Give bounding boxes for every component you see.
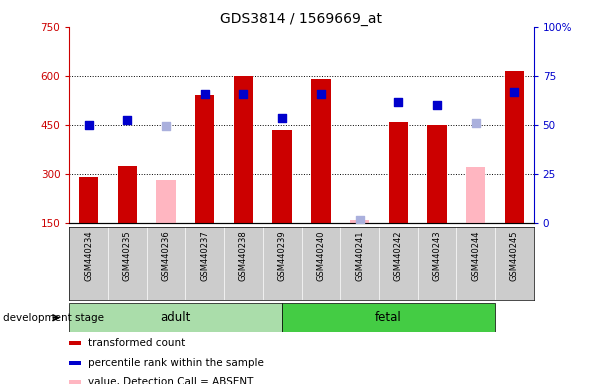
Bar (234, 76, 253, 223)
Bar (311, 79, 330, 223)
Bar (118, 166, 137, 223)
Text: GSM440237: GSM440237 (200, 230, 209, 281)
Text: fetal: fetal (375, 311, 402, 324)
Bar (69, 361, 81, 364)
Bar (195, 95, 215, 223)
Bar (69, 380, 81, 384)
Bar (69, 303, 282, 332)
Point (432, 102, 442, 108)
Text: percentile rank within the sample: percentile rank within the sample (88, 358, 264, 367)
Point (316, 91, 326, 97)
Bar (428, 125, 447, 223)
Text: GSM440243: GSM440243 (432, 230, 441, 281)
Bar (69, 341, 81, 345)
Text: development stage: development stage (3, 313, 104, 323)
Text: adult: adult (160, 311, 191, 324)
Point (393, 99, 403, 105)
Bar (79, 177, 98, 223)
Text: GSM440238: GSM440238 (239, 230, 248, 281)
Text: GSM440242: GSM440242 (394, 230, 403, 281)
Point (122, 117, 132, 123)
Point (277, 115, 287, 121)
Text: GSM440244: GSM440244 (471, 230, 480, 281)
Point (471, 120, 481, 126)
Bar (156, 180, 175, 223)
Text: value, Detection Call = ABSENT: value, Detection Call = ABSENT (88, 377, 253, 384)
Point (200, 91, 210, 97)
Bar (388, 121, 408, 223)
Point (239, 91, 248, 97)
Text: GSM440245: GSM440245 (510, 230, 519, 281)
Text: GSM440239: GSM440239 (277, 230, 286, 281)
Text: transformed count: transformed count (88, 338, 185, 348)
Title: GDS3814 / 1569669_at: GDS3814 / 1569669_at (221, 12, 382, 26)
Bar (466, 167, 485, 223)
Bar (282, 303, 495, 332)
Text: GSM440241: GSM440241 (355, 230, 364, 281)
Point (355, 217, 364, 223)
Bar (505, 71, 524, 223)
Text: GSM440234: GSM440234 (84, 230, 93, 281)
Text: GSM440236: GSM440236 (162, 230, 171, 281)
Point (84, 122, 93, 128)
Text: GSM440240: GSM440240 (317, 230, 326, 281)
Point (161, 123, 171, 129)
Text: GSM440235: GSM440235 (123, 230, 132, 281)
Bar (273, 130, 292, 223)
Point (510, 89, 519, 95)
Bar (350, 220, 369, 223)
